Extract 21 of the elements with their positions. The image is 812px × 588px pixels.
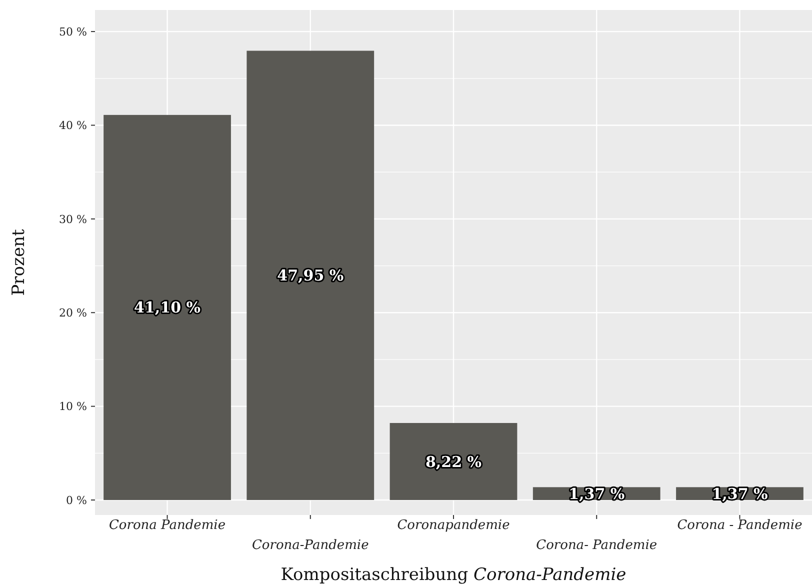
data-label: 47,95 %: [277, 266, 344, 285]
x-tick-label: Corona - Pandemie: [677, 518, 803, 533]
x-tick-label: Corona Pandemie: [108, 518, 226, 533]
data-label: 8,22 %: [425, 452, 482, 471]
x-tick-label: Corona- Pandemie: [536, 538, 658, 553]
y-tick-label: 10 %: [59, 400, 87, 414]
y-tick-label: 50 %: [59, 25, 87, 38]
data-label: 1,37 %: [568, 484, 625, 503]
x-tick-label: Corona-Pandemie: [252, 538, 370, 553]
bar: [246, 50, 374, 500]
data-label: 1,37 %: [712, 484, 768, 503]
y-axis-title: Prozent: [9, 229, 29, 296]
y-tick-label: 20 %: [59, 306, 87, 320]
data-label: 41,10 %: [134, 298, 200, 317]
y-tick-label: 0 %: [66, 494, 87, 507]
bar: [390, 422, 518, 500]
y-tick-label: 40 %: [59, 119, 87, 132]
x-axis-title: Kompositaschreibung Corona-Pandemie: [280, 565, 626, 585]
y-tick-label: 30 %: [59, 212, 87, 226]
x-tick-label: Coronapandemie: [397, 518, 510, 533]
bar: [104, 114, 231, 500]
